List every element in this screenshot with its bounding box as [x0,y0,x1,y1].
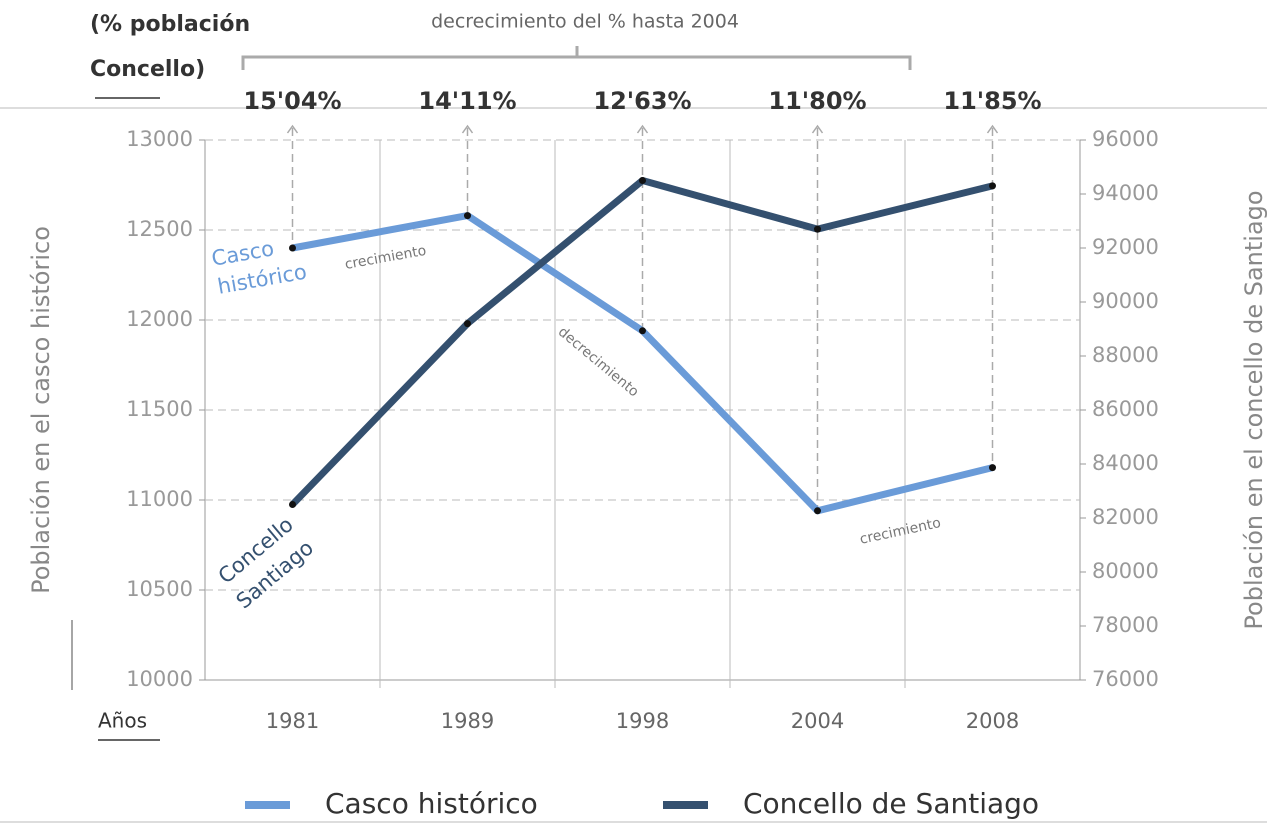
point [639,177,646,184]
percent-label: 12'63% [593,87,691,115]
y-tick-label: 10000 [126,667,193,691]
percent-label: 15'04% [243,87,341,115]
point [639,327,646,335]
y2-tick-label: 86000 [1092,397,1159,421]
x-tick-label: 2004 [791,709,844,733]
x-tick-label: 1998 [616,709,669,733]
y-tick-label: 13000 [126,127,193,151]
y2-tick-label: 80000 [1092,559,1159,583]
point [814,507,821,515]
x-axis-label: Años [98,709,147,733]
point [464,212,471,220]
y2-tick-label: 84000 [1092,451,1159,475]
percent-label: 11'80% [768,87,866,115]
y-tick-label: 11500 [126,397,193,421]
y2-tick-label: 90000 [1092,289,1159,313]
y-tick-label: 10500 [126,577,193,601]
arrow-head [461,124,474,134]
percent-label: 11'85% [943,87,1041,115]
annotation: crecimiento [344,243,428,273]
top-note: Concello) [90,57,205,82]
y2-tick-label: 88000 [1092,343,1159,367]
point [814,225,821,233]
y-tick-label: 12000 [126,307,193,331]
percent-label: 14'11% [418,87,516,115]
legend-label: Concello de Santiago [743,787,1039,820]
y-tick-label: 11000 [126,487,193,511]
point [989,464,996,472]
arrow-head [986,124,999,134]
point [289,501,296,508]
x-tick-label: 1989 [441,709,494,733]
y2-tick-label: 82000 [1092,505,1159,529]
annotation: crecimiento [858,515,942,548]
arrow-head [811,124,824,134]
top-note: (% población [90,12,250,37]
point [464,320,471,328]
y-tick-label: 12500 [126,217,193,241]
y2-tick-label: 76000 [1092,667,1159,691]
bracket-label: decrecimiento del % hasta 2004 [431,11,739,33]
y-axis-label: Población en el casco histórico [27,226,55,594]
y2-tick-label: 94000 [1092,181,1159,205]
arrow-head [636,124,649,134]
point [289,244,296,252]
legend-label: Casco histórico [325,787,538,820]
y2-tick-label: 96000 [1092,127,1159,151]
y2-axis-label: Población en el concello de Santiago [1240,190,1267,629]
x-tick-label: 1981 [266,709,319,733]
y2-tick-label: 78000 [1092,613,1159,637]
annotation: decrecimiento [555,324,642,400]
point [989,182,996,190]
x-tick-label: 2008 [966,709,1019,733]
bracket [241,46,912,70]
arrow-head [286,124,299,134]
y2-tick-label: 92000 [1092,235,1159,259]
